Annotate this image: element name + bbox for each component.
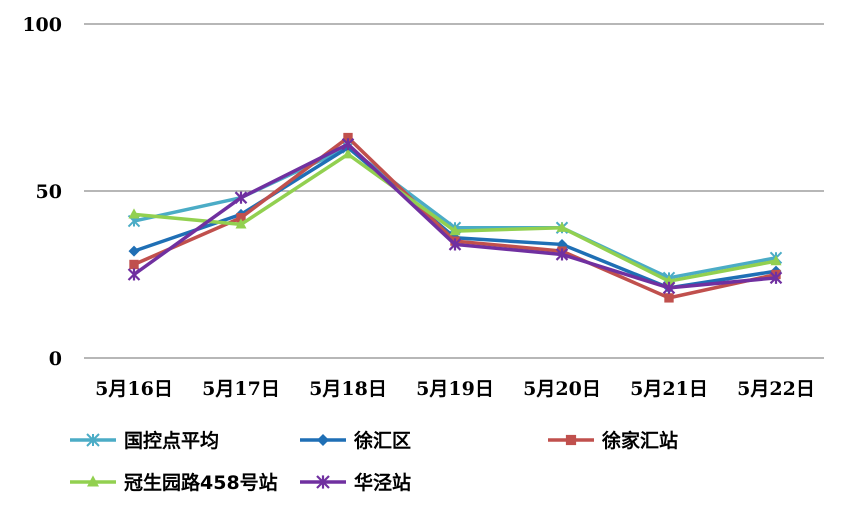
series-line <box>132 142 777 290</box>
legend-item: 冠生园路458号站 <box>70 471 278 494</box>
legend-item: 华泾站 <box>300 471 411 494</box>
series-4 <box>128 148 782 286</box>
data-point <box>556 221 568 232</box>
legend-marker <box>317 434 329 446</box>
y-axis-ticks: 0 50 100 <box>22 14 62 370</box>
y-tick-label: 50 <box>36 181 62 203</box>
data-point <box>342 148 354 159</box>
data-point <box>448 238 462 251</box>
data-point <box>662 281 676 295</box>
data-point <box>664 293 674 303</box>
x-tick-label: 5月17日 <box>202 378 280 400</box>
legend-label: 徐家汇站 <box>601 429 678 452</box>
x-tick-label: 5月20日 <box>523 378 601 400</box>
series-line <box>133 145 777 290</box>
data-point <box>343 132 353 143</box>
legend-label: 徐汇区 <box>353 429 411 452</box>
series-2 <box>128 142 782 294</box>
series-5 <box>127 137 783 295</box>
series-1 <box>127 141 783 285</box>
x-tick-label: 5月19日 <box>416 378 494 400</box>
data-point <box>129 259 139 270</box>
legend-label: 冠生园路458号站 <box>124 471 278 494</box>
data-point <box>235 218 247 229</box>
legend-marker <box>565 434 577 446</box>
data-point <box>128 245 140 257</box>
x-tick-label: 5月16日 <box>95 378 173 400</box>
data-point <box>555 248 569 261</box>
legend-item: 徐家汇站 <box>548 429 678 452</box>
legend-item: 国控点平均 <box>70 429 219 452</box>
legend-item: 徐汇区 <box>300 429 411 452</box>
legend-label: 华泾站 <box>354 471 411 494</box>
legend-label: 国控点平均 <box>124 429 219 452</box>
data-point <box>127 268 141 281</box>
x-tick-label: 5月18日 <box>309 378 387 400</box>
x-axis-ticks: 5月16日 5月17日 5月18日 5月19日 5月20日 5月21日 5月22日 <box>95 378 815 400</box>
series-line <box>133 145 777 280</box>
legend-marker <box>87 475 99 487</box>
legend-marker <box>316 475 330 489</box>
x-tick-label: 5月22日 <box>737 378 815 400</box>
data-point <box>234 191 248 204</box>
data-point <box>663 275 675 286</box>
series-lines <box>127 132 783 303</box>
x-tick-label: 5月21日 <box>630 378 708 400</box>
y-tick-label: 0 <box>49 348 62 370</box>
data-point <box>128 208 140 219</box>
data-point <box>449 225 461 236</box>
y-tick-label: 100 <box>22 14 62 36</box>
legend-marker <box>86 433 100 447</box>
data-point <box>770 255 782 266</box>
data-point <box>236 213 246 223</box>
gridlines <box>84 23 824 359</box>
data-point <box>341 137 355 151</box>
data-point <box>769 271 783 285</box>
